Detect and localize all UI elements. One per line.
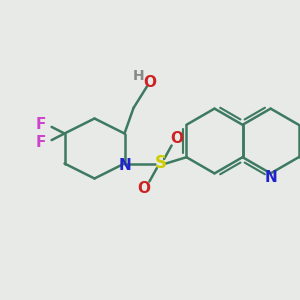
Text: H: H [133,69,144,83]
Text: S: S [154,154,166,172]
Text: O: O [170,131,184,146]
Text: N: N [119,158,131,173]
Text: O: O [137,181,151,196]
Text: F: F [36,117,46,132]
Text: F: F [36,135,46,150]
Text: N: N [264,170,277,185]
Text: O: O [143,75,157,90]
